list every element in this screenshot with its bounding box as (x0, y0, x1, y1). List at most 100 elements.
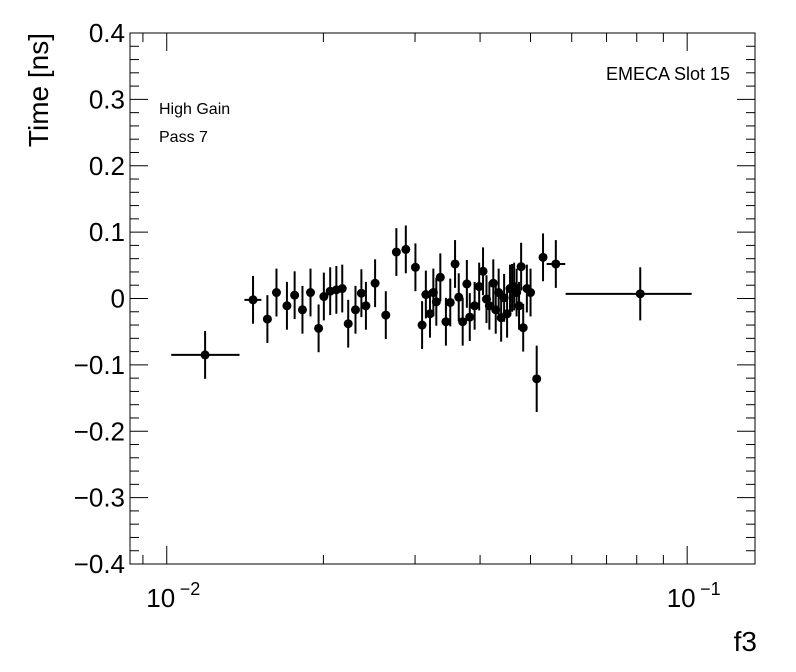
data-point (381, 291, 391, 339)
data-point (478, 247, 488, 296)
y-tick-label: −0.3 (74, 483, 125, 513)
y-tick-label: 0.1 (89, 217, 125, 247)
point-marker (441, 317, 451, 327)
point-marker (458, 317, 468, 327)
data-point (421, 270, 431, 319)
y-axis-title: Time [ns] (23, 33, 54, 147)
point-marker (488, 278, 498, 288)
x-tick-label: 10 −1 (667, 579, 721, 613)
data-point (290, 271, 300, 320)
data-point (518, 303, 528, 352)
point-marker (337, 284, 347, 294)
point-marker (290, 290, 300, 300)
point-marker (532, 374, 542, 384)
data-point (454, 273, 464, 322)
data-point (441, 297, 451, 346)
point-marker (454, 292, 464, 302)
y-tick-label: −0.2 (74, 416, 125, 446)
point-marker (381, 310, 391, 320)
x-tick-label-base: 10 (667, 583, 696, 613)
y-tick-label: −0.1 (74, 350, 125, 380)
point-marker (200, 350, 210, 360)
x-axis-title: f3 (734, 626, 757, 657)
point-marker (478, 266, 488, 276)
data-point (410, 243, 420, 292)
data-point (417, 301, 427, 349)
point-marker (319, 292, 329, 302)
y-axis-tick-labels: −0.4 −0.3 −0.2 −0.1 0 0.1 0.2 0.3 0.4 (74, 18, 125, 579)
point-marker (514, 301, 524, 311)
data-point (435, 253, 445, 302)
x-tick-label-exponent: −2 (180, 579, 201, 599)
point-marker (370, 278, 380, 288)
data-point (262, 295, 272, 343)
point-marker (462, 279, 472, 289)
data-point (450, 240, 460, 288)
x-tick-label-exponent: −1 (700, 579, 721, 599)
point-marker (401, 244, 411, 254)
data-point (445, 278, 455, 327)
data-point (425, 289, 435, 338)
data-point (282, 281, 292, 330)
point-marker (470, 301, 480, 311)
point-marker (282, 301, 292, 311)
data-point (319, 272, 329, 321)
data-point (526, 268, 536, 317)
data-point (546, 240, 566, 288)
data-point (401, 225, 411, 274)
data-points (171, 225, 692, 413)
point-marker (425, 309, 435, 319)
point-marker (445, 297, 455, 307)
point-marker (450, 259, 460, 269)
point-marker (518, 323, 528, 333)
point-marker (410, 262, 420, 272)
point-marker (474, 282, 484, 292)
slot-annotation: EMECA Slot 15 (606, 64, 730, 84)
data-point (171, 331, 240, 379)
point-marker (417, 320, 427, 330)
y-tick-label: −0.4 (74, 549, 125, 579)
data-point (538, 233, 548, 282)
data-point (361, 281, 371, 330)
point-marker (465, 312, 475, 322)
point-marker (356, 288, 366, 298)
data-point (356, 269, 366, 318)
data-point (431, 277, 441, 326)
pass-annotation: Pass 7 (159, 129, 208, 146)
data-point (462, 260, 472, 308)
data-point (271, 268, 281, 317)
gain-annotation: High Gain (159, 101, 230, 118)
y-tick-label: 0 (111, 284, 125, 314)
point-marker (314, 323, 324, 333)
y-tick-label: 0.4 (89, 18, 125, 48)
point-marker (635, 289, 645, 299)
data-point (244, 275, 262, 324)
point-marker (551, 259, 561, 269)
data-point (314, 304, 324, 353)
data-point (350, 285, 360, 334)
data-point (391, 228, 401, 276)
point-marker (248, 295, 258, 305)
data-point (465, 293, 475, 341)
x-tick-label: 10 −2 (146, 579, 200, 613)
point-marker (262, 314, 272, 324)
data-point (458, 297, 468, 346)
data-point (297, 285, 307, 334)
data-point (370, 259, 380, 308)
data-point (565, 267, 692, 321)
data-point (532, 345, 542, 413)
point-marker (516, 262, 526, 272)
x-tick-label-base: 10 (146, 583, 175, 613)
point-marker (343, 319, 353, 329)
data-point (488, 259, 498, 308)
y-tick-label: 0.3 (89, 84, 125, 114)
point-marker (305, 288, 315, 298)
x-axis-tick-labels: 10 −2 10 −1 (146, 579, 720, 613)
data-point (514, 281, 524, 330)
point-marker (350, 305, 360, 315)
data-point (470, 281, 480, 330)
x-axis-ticks (142, 33, 688, 564)
data-point (343, 299, 353, 348)
data-point (337, 264, 347, 313)
